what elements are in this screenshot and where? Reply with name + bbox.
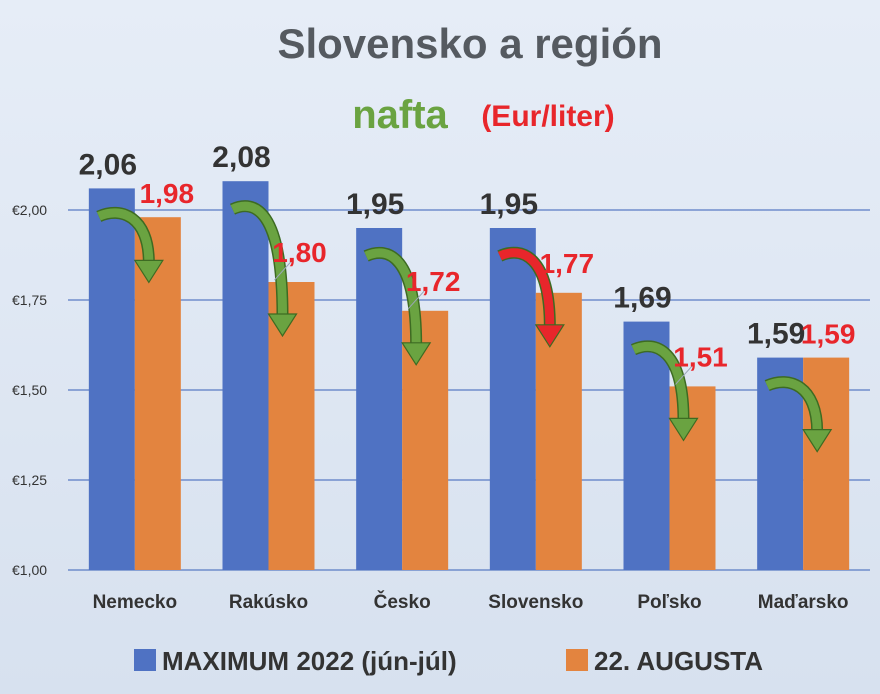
y-tick-label: €1,25 — [12, 472, 47, 488]
arrow-shaft — [765, 377, 822, 432]
arrow-head — [401, 342, 432, 366]
bar-august-1 — [268, 282, 315, 570]
data-label-august: 1,59 — [801, 319, 856, 350]
x-tick-label: Nemecko — [93, 592, 178, 613]
data-label-max: 1,95 — [480, 188, 538, 221]
data-label-max: 2,06 — [79, 148, 137, 181]
data-label-august: 1,98 — [140, 178, 195, 209]
chart-unit: (Eur/liter) — [481, 100, 614, 133]
arrow-head — [267, 313, 298, 338]
bar-max-4 — [623, 321, 670, 570]
x-tick-label: Rakúsko — [229, 592, 308, 613]
legend-label-max: MAXIMUM 2022 (jún-júl) — [162, 646, 457, 676]
arrow-shaft — [96, 208, 154, 263]
arrow-shaft — [230, 201, 287, 317]
y-tick-label: €1,50 — [12, 382, 47, 398]
legend-label-august: 22. AUGUSTA — [594, 646, 763, 676]
bar-max-2 — [356, 228, 403, 570]
arrow-shaft — [631, 341, 688, 421]
arrow-head — [668, 417, 699, 442]
y-tick-label: €2,00 — [12, 202, 47, 218]
y-tick-label: €1,75 — [12, 292, 47, 308]
data-label-max: 2,08 — [212, 141, 270, 174]
data-label-max: 1,69 — [613, 282, 671, 315]
arrow-shaft — [364, 248, 421, 345]
data-label-august: 1,72 — [406, 266, 461, 297]
arrow-head — [133, 259, 164, 284]
bar-max-5 — [757, 357, 804, 570]
y-tick-label: €1,00 — [12, 562, 47, 578]
x-tick-label: Poľsko — [637, 592, 701, 613]
bar-max-3 — [489, 228, 536, 570]
bar-max-1 — [222, 181, 269, 570]
arrow-head — [534, 324, 565, 348]
labels-layer: Nemecko2,061,98Rakúsko2,081,80Česko1,951… — [79, 141, 856, 613]
chart-subtitle: nafta — [352, 93, 448, 137]
leader-line — [407, 288, 427, 310]
grid-layer: €1,00 €1,25 €1,50 €1,75 €2,00 — [12, 202, 870, 578]
chart-title: Slovensko a región — [277, 20, 662, 67]
bar-august-0 — [134, 217, 181, 570]
bar-august-3 — [535, 292, 582, 570]
legend-swatch-max — [134, 649, 156, 671]
data-label-august: 1,80 — [272, 237, 327, 268]
x-tick-label: Slovensko — [488, 592, 583, 613]
data-label-max: 1,95 — [346, 188, 404, 221]
data-label-august: 1,77 — [540, 248, 595, 279]
legend-swatch-august — [566, 649, 588, 671]
x-tick-label: Česko — [374, 591, 431, 613]
x-tick-label: Maďarsko — [758, 592, 849, 613]
arrows-layer — [96, 200, 833, 453]
bar-max-0 — [88, 188, 135, 570]
bar-august-4 — [669, 386, 716, 570]
leader-line — [675, 364, 694, 385]
leader-line — [274, 259, 293, 281]
legend: MAXIMUM 2022 (jún-júl) 22. AUGUSTA — [134, 646, 763, 676]
bars-layer — [88, 181, 850, 570]
data-label-max: 1,59 — [747, 318, 805, 351]
data-label-august: 1,51 — [673, 341, 728, 372]
arrow-head — [802, 429, 833, 453]
arrow-shaft — [497, 248, 555, 327]
